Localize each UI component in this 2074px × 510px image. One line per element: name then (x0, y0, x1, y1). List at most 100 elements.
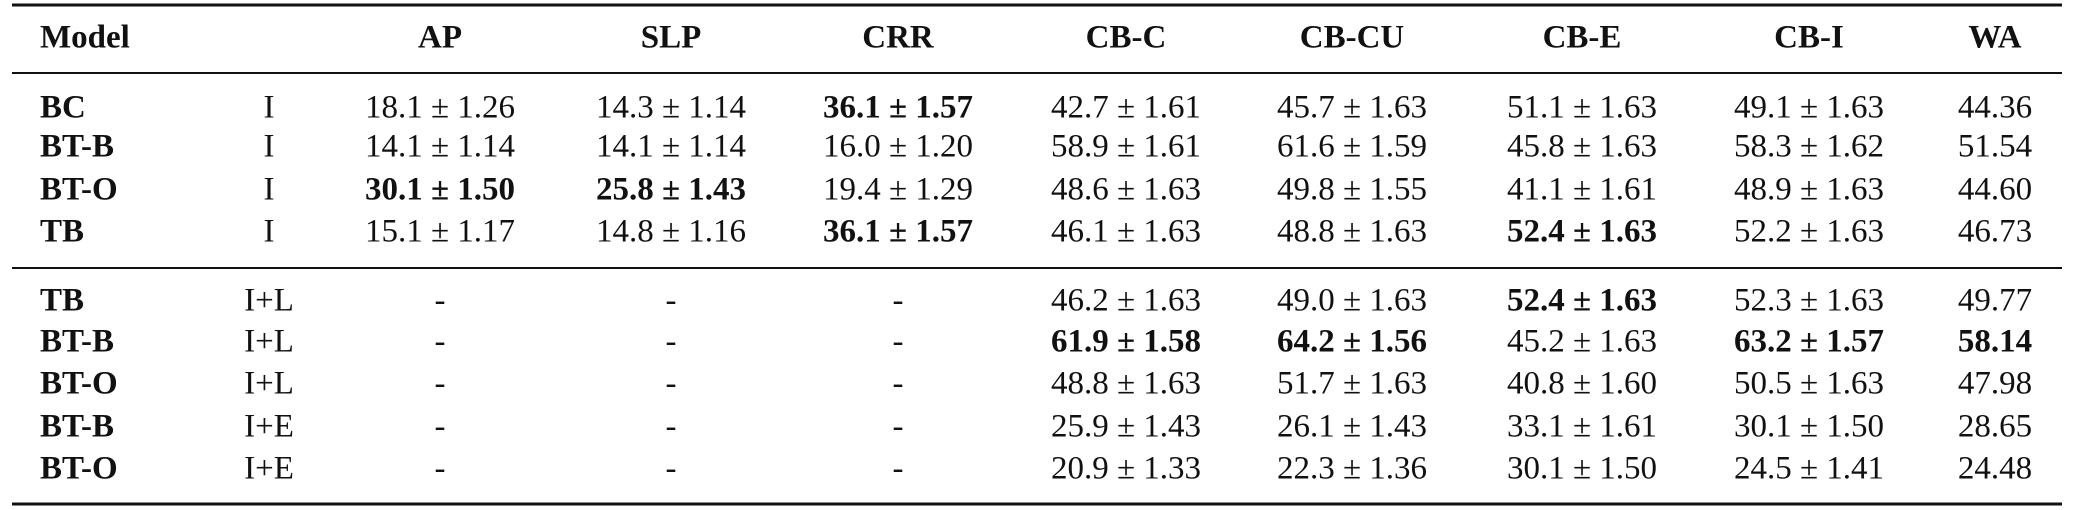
model-cell: BT-O (40, 172, 118, 208)
table-cell: - (666, 451, 677, 487)
table-cell: 30.1 ± 1.50 (365, 172, 515, 208)
table-cell: 52.2 ± 1.63 (1734, 214, 1884, 250)
table-cell: 52.3 ± 1.63 (1734, 283, 1884, 319)
table-cell: - (666, 324, 677, 360)
header-cell: CRR (862, 20, 935, 56)
table-cell: - (435, 409, 446, 445)
table-cell: 51.54 (1958, 129, 2032, 165)
table-cell: 28.65 (1958, 409, 2032, 445)
model-cell: BT-O (40, 366, 118, 402)
table-cell: 46.73 (1958, 214, 2032, 250)
table-cell: 49.1 ± 1.63 (1734, 90, 1884, 126)
table-cell: 42.7 ± 1.61 (1051, 90, 1201, 126)
table-cell: 16.0 ± 1.20 (823, 129, 973, 165)
model-cell: BT-B (40, 324, 114, 360)
header-cell: SLP (641, 20, 702, 56)
table-cell: - (435, 366, 446, 402)
table-cell: - (666, 366, 677, 402)
table-cell: 64.2 ± 1.56 (1277, 324, 1427, 360)
table-cell: 41.1 ± 1.61 (1507, 172, 1657, 208)
table-cell: I (264, 90, 275, 126)
table-cell: - (435, 451, 446, 487)
header-cell: CB-E (1543, 20, 1622, 56)
table-cell: 25.8 ± 1.43 (596, 172, 746, 208)
header-cell: CB-CU (1300, 20, 1405, 56)
table-cell: I (264, 129, 275, 165)
table-cell: 51.1 ± 1.63 (1507, 90, 1657, 126)
table-cell: 61.9 ± 1.58 (1051, 324, 1201, 360)
table-cell: I+L (244, 366, 294, 402)
table-cell: 63.2 ± 1.57 (1734, 324, 1884, 360)
table-cell: 40.8 ± 1.60 (1507, 366, 1657, 402)
table-cell: 45.7 ± 1.63 (1277, 90, 1427, 126)
table-cell: 49.8 ± 1.55 (1277, 172, 1427, 208)
table-cell: 58.9 ± 1.61 (1051, 129, 1201, 165)
table-cell: 30.1 ± 1.50 (1507, 451, 1657, 487)
table-cell: 48.8 ± 1.63 (1051, 366, 1201, 402)
table-cell: 33.1 ± 1.61 (1507, 409, 1657, 445)
table-cell: I+L (244, 324, 294, 360)
header-cell: AP (418, 20, 462, 56)
model-cell: BC (40, 90, 86, 126)
table-cell: - (893, 409, 904, 445)
table-cell: I+L (244, 283, 294, 319)
table-cell: 36.1 ± 1.57 (823, 90, 973, 126)
table-cell: - (893, 366, 904, 402)
table-cell: 45.2 ± 1.63 (1507, 324, 1657, 360)
model-cell: BT-B (40, 409, 114, 445)
table-cell: 51.7 ± 1.63 (1277, 366, 1427, 402)
table-cell: 36.1 ± 1.57 (823, 214, 973, 250)
table-cell: I (264, 214, 275, 250)
table-cell: - (435, 324, 446, 360)
table-cell: 48.9 ± 1.63 (1734, 172, 1884, 208)
table-cell: - (435, 283, 446, 319)
table-cell: - (666, 283, 677, 319)
model-cell: TB (40, 283, 84, 319)
table-cell: 19.4 ± 1.29 (823, 172, 973, 208)
table-cell: I+E (244, 409, 294, 445)
table-cell: 49.77 (1958, 283, 2032, 319)
table-cell: 50.5 ± 1.63 (1734, 366, 1884, 402)
header-cell: CB-I (1774, 20, 1844, 56)
table-cell: 46.1 ± 1.63 (1051, 214, 1201, 250)
table-cell: 46.2 ± 1.63 (1051, 283, 1201, 319)
model-cell: BT-B (40, 129, 114, 165)
table-cell: 44.60 (1958, 172, 2032, 208)
table-cell: 20.9 ± 1.33 (1051, 451, 1201, 487)
table-cell: 30.1 ± 1.50 (1734, 409, 1884, 445)
table-cell: 22.3 ± 1.36 (1277, 451, 1427, 487)
table-cell: 45.8 ± 1.63 (1507, 129, 1657, 165)
header-cell: WA (1968, 20, 2021, 56)
table-cell: I (264, 172, 275, 208)
header-cell: Model (40, 20, 130, 56)
table-cell: 15.1 ± 1.17 (365, 214, 515, 250)
table-cell: - (893, 283, 904, 319)
table-cell: 24.5 ± 1.41 (1734, 451, 1884, 487)
table-cell: - (893, 324, 904, 360)
table-cell: - (893, 451, 904, 487)
table-cell: 61.6 ± 1.59 (1277, 129, 1427, 165)
table-cell: 24.48 (1958, 451, 2032, 487)
model-cell: TB (40, 214, 84, 250)
table-cell: 44.36 (1958, 90, 2032, 126)
table-cell: I+E (244, 451, 294, 487)
table-cell: 47.98 (1958, 366, 2032, 402)
model-cell: BT-O (40, 451, 118, 487)
table-cell: 48.8 ± 1.63 (1277, 214, 1427, 250)
table-cell: 52.4 ± 1.63 (1507, 283, 1657, 319)
table-cell: 58.14 (1958, 324, 2032, 360)
table-cell: 14.3 ± 1.14 (596, 90, 746, 126)
table-cell: 25.9 ± 1.43 (1051, 409, 1201, 445)
table-cell: 18.1 ± 1.26 (365, 90, 515, 126)
table-cell: 26.1 ± 1.43 (1277, 409, 1427, 445)
table-cell: 58.3 ± 1.62 (1734, 129, 1884, 165)
table-cell: 48.6 ± 1.63 (1051, 172, 1201, 208)
table-cell: 52.4 ± 1.63 (1507, 214, 1657, 250)
table-cell: 14.8 ± 1.16 (596, 214, 746, 250)
table-cell: 14.1 ± 1.14 (596, 129, 746, 165)
table-cell: 14.1 ± 1.14 (365, 129, 515, 165)
header-cell: CB-C (1086, 20, 1167, 56)
table-cell: - (666, 409, 677, 445)
